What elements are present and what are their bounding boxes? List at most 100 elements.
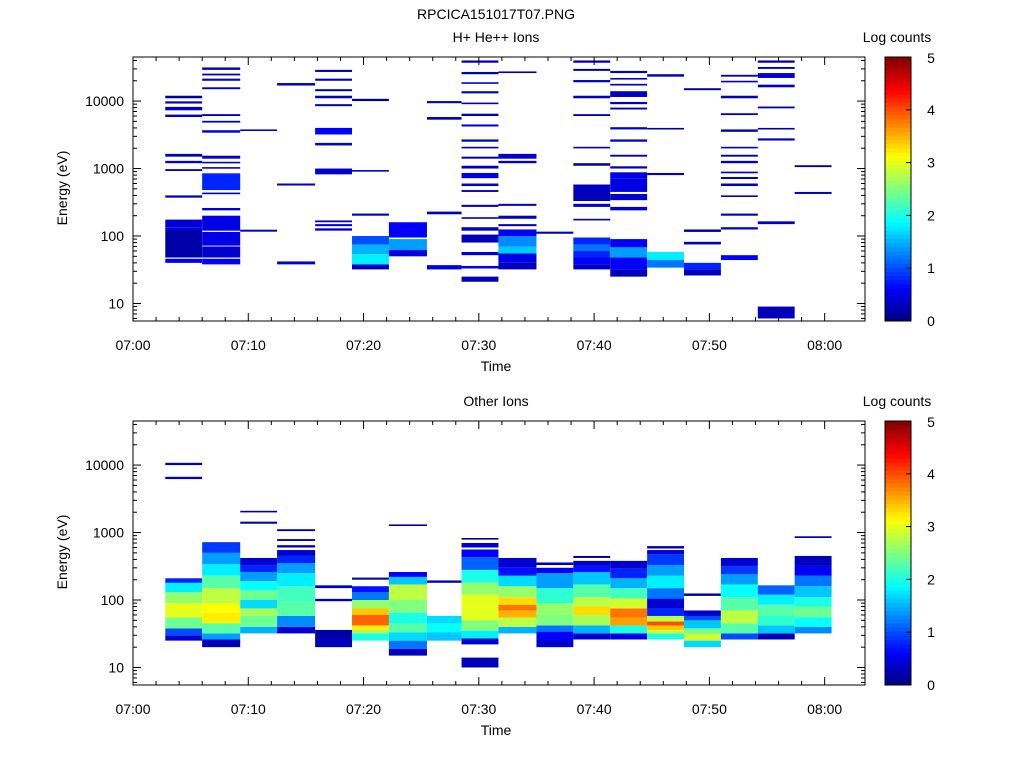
heatmap-cell — [165, 227, 203, 230]
heatmap-cell — [684, 262, 721, 270]
heatmap-cell — [352, 244, 389, 255]
heatmap-cell — [388, 250, 427, 257]
heatmap-cell — [315, 78, 353, 81]
colorbar-swatch — [885, 515, 911, 521]
heatmap-cell — [610, 588, 648, 599]
colorbar-swatch — [885, 131, 911, 136]
heatmap-cell — [647, 598, 685, 609]
y-axis-label: Energy (eV) — [54, 151, 70, 226]
heatmap-cell — [794, 626, 832, 634]
heatmap-cell — [720, 80, 758, 83]
x-tick-label: 07:20 — [346, 337, 381, 353]
heatmap-cell — [757, 615, 795, 626]
colorbar-tick-label: 2 — [927, 207, 935, 223]
heatmap-cell — [426, 117, 462, 120]
heatmap-cell — [202, 231, 241, 246]
heatmap-cell — [315, 95, 353, 99]
heatmap-cell — [498, 71, 537, 74]
heatmap-cell — [461, 620, 499, 631]
heatmap-cell — [498, 586, 537, 598]
heatmap-cell — [794, 555, 832, 566]
colorbar-swatch — [885, 156, 911, 161]
x-tick-label: 07:00 — [115, 701, 150, 717]
heatmap-cell — [352, 236, 389, 245]
heatmap-cell — [610, 633, 648, 640]
heatmap-cell — [794, 191, 832, 194]
colorbar-swatch — [885, 160, 911, 165]
heatmap-cell — [461, 234, 499, 243]
colorbar-swatch — [885, 250, 911, 256]
heatmap-cell — [165, 95, 203, 99]
colorbar-swatch — [885, 553, 911, 558]
heatmap-cell — [388, 600, 427, 613]
heatmap-cell — [461, 594, 499, 607]
panel-title: Other Ions — [463, 393, 528, 409]
heatmap-cell — [647, 251, 685, 261]
heatmap-cell — [240, 521, 278, 524]
colorbar-swatch — [885, 454, 911, 459]
heatmap-cell — [498, 604, 537, 611]
y-tick-label: 100 — [101, 592, 125, 608]
heatmap-cell — [202, 639, 241, 648]
heatmap-cell — [461, 190, 499, 192]
heatmap-cell — [388, 584, 427, 601]
heatmap-cell — [352, 170, 389, 172]
heatmap-cell — [202, 612, 241, 624]
x-tick-label: 07:50 — [692, 701, 727, 717]
x-tick-label: 08:00 — [807, 337, 842, 353]
colorbar-swatch — [885, 114, 911, 120]
colorbar-swatch — [885, 90, 911, 95]
heatmap-cell — [202, 552, 241, 565]
heatmap-cell — [720, 171, 758, 174]
heatmap-cell — [684, 633, 721, 641]
colorbar-swatch — [885, 614, 911, 620]
heatmap-cell — [498, 557, 537, 568]
colorbar-swatch — [885, 487, 911, 492]
heatmap-cell — [461, 165, 499, 169]
heatmap-cell — [573, 237, 611, 245]
heatmap-cell — [202, 542, 241, 553]
colorbar-swatch — [885, 507, 911, 513]
colorbar-swatch — [885, 635, 911, 641]
heatmap-cell — [757, 106, 795, 109]
heatmap-cell — [647, 172, 685, 176]
heatmap-cell — [165, 101, 203, 104]
heatmap-cell — [610, 166, 648, 169]
heatmap-cell — [684, 610, 721, 616]
heatmap-cell — [388, 576, 427, 585]
heatmap-cell — [352, 600, 389, 609]
heatmap-cell — [461, 124, 499, 127]
heatmap-cell — [426, 623, 462, 633]
heatmap-cell — [461, 156, 499, 159]
colorbar-swatch — [885, 594, 911, 599]
colorbar-tick-label: 1 — [927, 260, 935, 276]
colorbar-swatch — [885, 610, 911, 616]
heatmap-cell — [202, 246, 241, 258]
colorbar-swatch — [885, 462, 911, 467]
colorbar-swatch — [885, 470, 911, 476]
heatmap-cell — [352, 625, 389, 630]
colorbar-swatch — [885, 234, 911, 240]
colorbar-swatch — [885, 482, 911, 488]
heatmap-cell — [240, 626, 278, 634]
heatmap-cell — [165, 603, 203, 618]
heatmap-cell — [352, 213, 389, 216]
colorbar-swatch — [885, 561, 911, 566]
colorbar-tick-label: 0 — [927, 677, 935, 693]
colorbar-swatch — [885, 598, 911, 604]
heatmap-cell — [165, 635, 203, 641]
heatmap-cell — [165, 258, 203, 263]
heatmap-cell — [202, 173, 241, 191]
heatmap-cell — [202, 623, 241, 634]
colorbar-swatch — [885, 316, 911, 322]
colorbar-swatch — [885, 275, 911, 281]
heatmap-cell — [498, 626, 537, 634]
colorbar-swatch — [885, 246, 911, 252]
heatmap-cell — [536, 639, 574, 648]
x-tick-label: 07:50 — [692, 337, 727, 353]
heatmap-cell — [757, 60, 795, 63]
heatmap-cell — [684, 628, 721, 634]
heatmap-cell — [202, 78, 241, 81]
heatmap-cell — [610, 172, 648, 179]
heatmap-cell — [720, 195, 758, 197]
